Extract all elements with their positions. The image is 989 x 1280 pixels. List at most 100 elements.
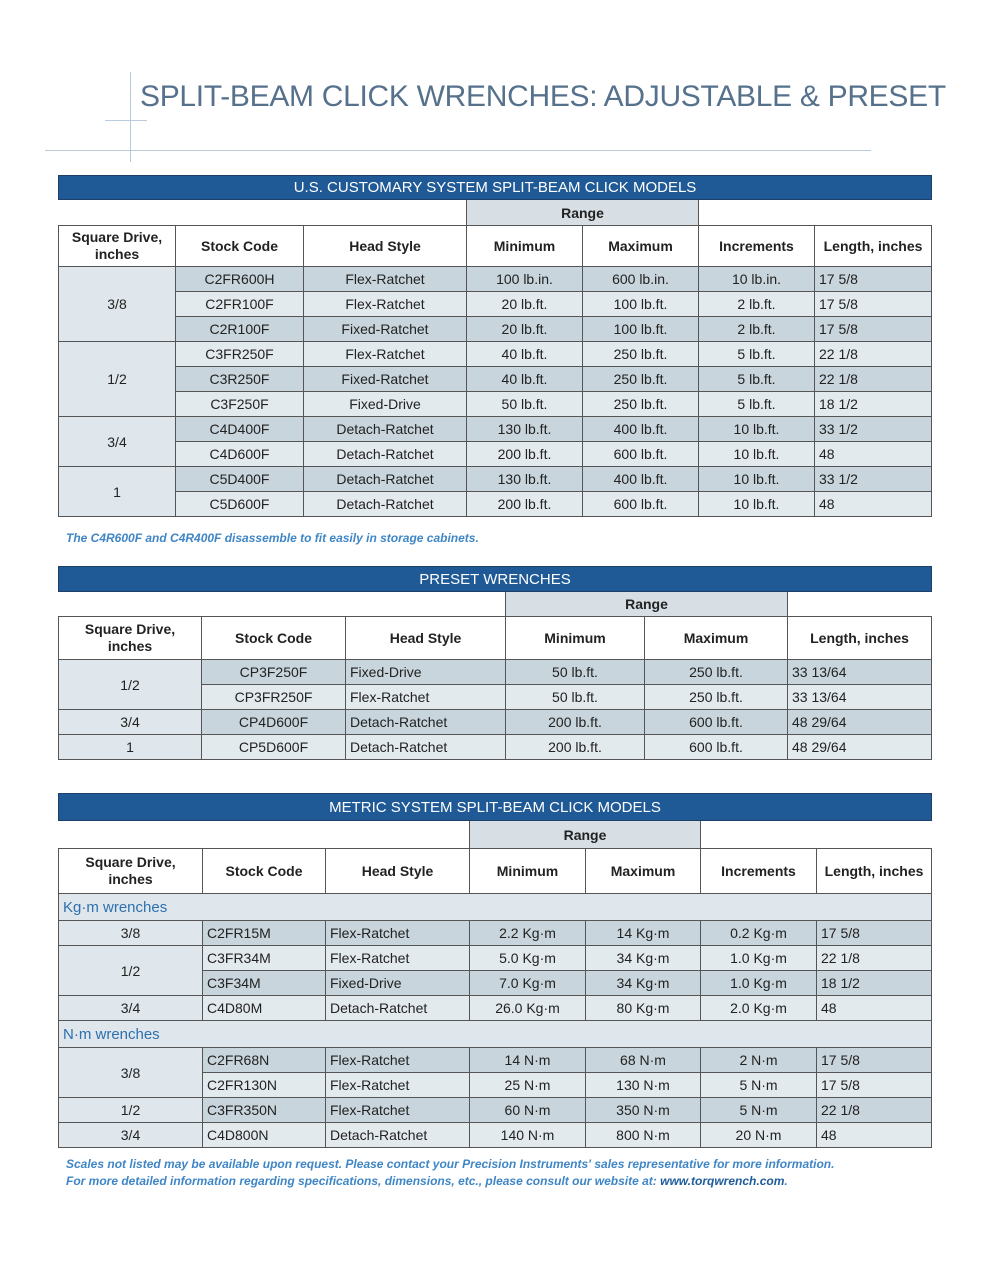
cell: C4D80M [202,995,326,1021]
note: The C4R600F and C4R400F disassemble to f… [66,531,479,545]
cell: C5D600F [175,491,304,517]
cell: 200 lb.ft. [505,734,645,760]
data-row: 3/4 C4D80M Detach-Ratchet 26.0 Kg·m 80 Kg·m 2… [58,995,933,1021]
cell: C2R100F [175,316,304,342]
blank-cell [700,820,932,849]
cell: Fixed-Drive [325,970,470,996]
table: U.S. CUSTOMARY SYSTEM SPLIT-BEAM CLICK M… [57,175,933,517]
cell: 10 lb.ft. [698,466,815,492]
data-row: C2R100F Fixed-Ratchet 20 lb.ft. 100 lb.ft. 2… [59,316,933,342]
column-header: Head Style [345,616,506,660]
cell: 1.0 Kg·m [700,970,817,996]
column-header: Length, inches [813,225,933,267]
cell: 34 Kg·m [585,970,701,996]
cell: 40 lb.ft. [466,366,583,392]
cell: 18 1/2 [813,391,933,417]
square-drive: 3/4 [58,995,203,1021]
cell: 48 29/64 [786,734,933,760]
cell: CP5D600F [201,734,346,760]
title-row: U.S. CUSTOMARY SYSTEM SPLIT-BEAM CLICK M… [57,175,933,200]
cell: Flex-Ratchet [325,945,470,971]
cell: 600 lb.in. [582,266,699,292]
decor-line [130,72,131,162]
note-end: . [784,1174,788,1188]
cell: 2 lb.ft. [698,316,815,342]
cell: 600 lb.ft. [582,491,699,517]
cell: 0.2 Kg·m [700,920,817,946]
data-row: C5D600F Detach-Ratchet 200 lb.ft. 600 lb.ft… [59,491,933,517]
square-drive: 1/2 [58,945,203,996]
cell: 22 1/8 [813,341,933,367]
column-header: Minimum [466,225,583,267]
column-header: Minimum [505,616,645,660]
range-row: Range [58,591,932,617]
table: PRESET WRENCHES Range Square Drive, inches… [57,566,933,760]
cell: 17 5/8 [813,316,933,342]
section-row: N·m wrenches [57,1020,933,1048]
cell: 200 lb.ft. [466,441,583,467]
cell: 48 [813,491,933,517]
cell: 48 [815,1122,933,1148]
cell: 800 N·m [585,1122,701,1148]
cell: 250 lb.ft. [582,341,699,367]
square-drive: 3/4 [58,709,202,735]
cell: 100 lb.in. [466,266,583,292]
cell: 18 1/2 [815,970,933,996]
square-drive: 3/8 [58,266,176,342]
cell: 33 13/64 [786,684,933,710]
cell: C5D400F [175,466,304,492]
data-row: CP3FR250F Flex-Ratchet 50 lb.ft. 250 lb.ft.… [59,684,933,710]
data-row: 1/2 CP3F250F Fixed-Drive 50 lb.ft. 250 lb.ft… [58,659,933,710]
data-row: 3/4 C4D400F Detach-Ratchet 130 lb.ft. 400 lb… [58,416,933,467]
column-header: Stock Code [175,225,304,267]
data-row: C2FR130N Flex-Ratchet 25 N·m 130 N·m 5 N·m 17… [59,1072,933,1098]
square-drive: 1/2 [58,659,202,710]
cell: Detach-Ratchet [303,466,467,492]
cell: Flex-Ratchet [303,341,467,367]
title-row: PRESET WRENCHES [57,566,933,592]
data-row: 1/2 C3FR34M Flex-Ratchet 5.0 Kg·m 34 Kg·m 1.0… [58,945,933,996]
cell: 250 lb.ft. [582,366,699,392]
cell: 350 N·m [585,1097,701,1123]
cell: C4D400F [175,416,304,442]
blank-cell [787,591,932,617]
note: Scales not listed may be available upon … [66,1156,856,1190]
table-title: U.S. CUSTOMARY SYSTEM SPLIT-BEAM CLICK M… [57,175,933,200]
cell: Detach-Ratchet [345,734,506,760]
cell: Flex-Ratchet [303,266,467,292]
cell: 33 1/2 [813,416,933,442]
cell: 250 lb.ft. [582,391,699,417]
cell: 5 lb.ft. [698,366,815,392]
data-row: 1 C5D400F Detach-Ratchet 130 lb.ft. 400 lb.f… [58,466,933,517]
cell: 48 [813,441,933,467]
cell: C3F250F [175,391,304,417]
column-header: Length, inches [815,848,933,894]
cell: 2.2 Kg·m [469,920,586,946]
cell: 22 1/8 [813,366,933,392]
cell: 17 5/8 [813,291,933,317]
section-label: N·m wrenches [57,1020,933,1048]
square-drive: 3/8 [58,1047,203,1098]
section-label: Kg·m wrenches [57,893,933,921]
cell: Flex-Ratchet [345,684,506,710]
range-row: Range [58,820,932,849]
cell: 130 lb.ft. [466,416,583,442]
cell: 48 29/64 [786,709,933,735]
data-row: C3R250F Fixed-Ratchet 40 lb.ft. 250 lb.ft. 5… [59,366,933,392]
cell: Flex-Ratchet [325,1047,470,1073]
cell: CP4D600F [201,709,346,735]
cell: 250 lb.ft. [644,684,788,710]
title-row: METRIC SYSTEM SPLIT-BEAM CLICK MODELS [57,793,933,821]
cell: Fixed-Ratchet [303,366,467,392]
cell: 50 lb.ft. [505,659,645,685]
cell: 200 lb.ft. [466,491,583,517]
cell: 5 N·m [700,1097,817,1123]
cell: 14 N·m [469,1047,586,1073]
cell: 10 lb.ft. [698,491,815,517]
range-row: Range [58,199,932,226]
cell: Detach-Ratchet [345,709,506,735]
page-title: SPLIT-BEAM CLICK WRENCHES: ADJUSTABLE & … [140,80,946,113]
cell: Fixed-Ratchet [303,316,467,342]
cell: 25 N·m [469,1072,586,1098]
